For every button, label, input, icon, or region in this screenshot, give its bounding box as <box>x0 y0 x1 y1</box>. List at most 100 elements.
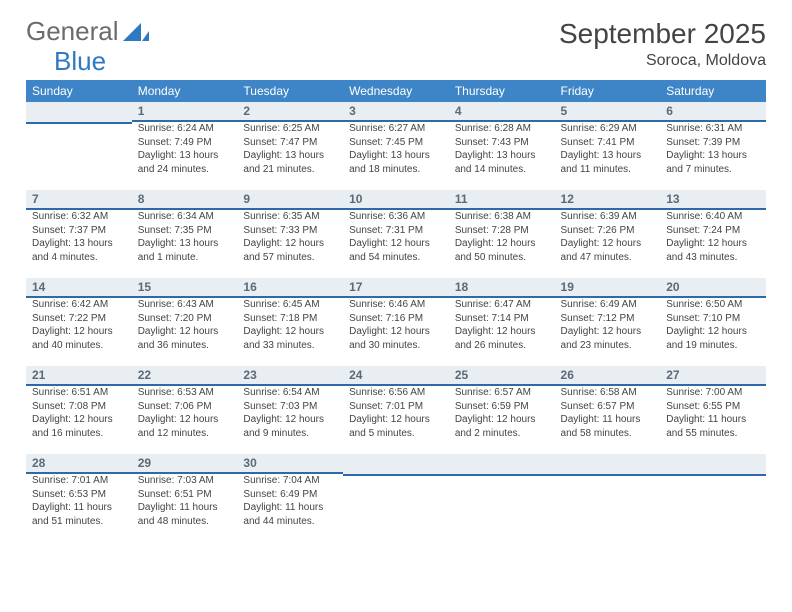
daylight1-text: Daylight: 12 hours <box>32 413 126 427</box>
sunset-text: Sunset: 7:24 PM <box>666 224 760 238</box>
calendar-cell: 1Sunrise: 6:24 AMSunset: 7:49 PMDaylight… <box>132 102 238 190</box>
cell-content: Sunrise: 6:56 AMSunset: 7:01 PMDaylight:… <box>343 386 449 444</box>
cell-content: Sunrise: 6:58 AMSunset: 6:57 PMDaylight:… <box>555 386 661 444</box>
day-number: 19 <box>555 278 661 298</box>
cell-content: Sunrise: 6:45 AMSunset: 7:18 PMDaylight:… <box>237 298 343 356</box>
day-number: 15 <box>132 278 238 298</box>
daylight1-text: Daylight: 13 hours <box>138 237 232 251</box>
calendar-header-row: Sunday Monday Tuesday Wednesday Thursday… <box>26 80 766 102</box>
daylight1-text: Daylight: 11 hours <box>32 501 126 515</box>
calendar-cell: 21Sunrise: 6:51 AMSunset: 7:08 PMDayligh… <box>26 366 132 454</box>
daylight1-text: Daylight: 13 hours <box>561 149 655 163</box>
sunrise-text: Sunrise: 6:58 AM <box>561 386 655 400</box>
daylight1-text: Daylight: 11 hours <box>666 413 760 427</box>
cell-content <box>343 476 449 480</box>
cell-content: Sunrise: 6:39 AMSunset: 7:26 PMDaylight:… <box>555 210 661 268</box>
day-number: 10 <box>343 190 449 210</box>
sunset-text: Sunset: 7:26 PM <box>561 224 655 238</box>
day-number: 26 <box>555 366 661 386</box>
daylight2-text: and 11 minutes. <box>561 163 655 177</box>
sunset-text: Sunset: 7:43 PM <box>455 136 549 150</box>
sunrise-text: Sunrise: 6:46 AM <box>349 298 443 312</box>
day-number <box>26 102 132 124</box>
sunrise-text: Sunrise: 6:40 AM <box>666 210 760 224</box>
calendar-cell: 28Sunrise: 7:01 AMSunset: 6:53 PMDayligh… <box>26 454 132 542</box>
calendar-cell: 30Sunrise: 7:04 AMSunset: 6:49 PMDayligh… <box>237 454 343 542</box>
daylight1-text: Daylight: 11 hours <box>561 413 655 427</box>
daylight2-text: and 51 minutes. <box>32 515 126 529</box>
calendar-cell: 17Sunrise: 6:46 AMSunset: 7:16 PMDayligh… <box>343 278 449 366</box>
sunset-text: Sunset: 7:01 PM <box>349 400 443 414</box>
sunrise-text: Sunrise: 6:56 AM <box>349 386 443 400</box>
sunset-text: Sunset: 7:37 PM <box>32 224 126 238</box>
day-number <box>660 454 766 476</box>
daylight2-text: and 30 minutes. <box>349 339 443 353</box>
sunrise-text: Sunrise: 6:47 AM <box>455 298 549 312</box>
sunset-text: Sunset: 7:45 PM <box>349 136 443 150</box>
day-number <box>555 454 661 476</box>
day-number: 8 <box>132 190 238 210</box>
calendar-cell: 6Sunrise: 6:31 AMSunset: 7:39 PMDaylight… <box>660 102 766 190</box>
sunset-text: Sunset: 6:55 PM <box>666 400 760 414</box>
cell-content: Sunrise: 6:24 AMSunset: 7:49 PMDaylight:… <box>132 122 238 180</box>
sunrise-text: Sunrise: 6:34 AM <box>138 210 232 224</box>
sunset-text: Sunset: 7:10 PM <box>666 312 760 326</box>
daylight1-text: Daylight: 12 hours <box>455 413 549 427</box>
day-number: 11 <box>449 190 555 210</box>
calendar-cell: 19Sunrise: 6:49 AMSunset: 7:12 PMDayligh… <box>555 278 661 366</box>
calendar-page: General September 2025 Soroca, Moldova B… <box>0 0 792 552</box>
daylight2-text: and 50 minutes. <box>455 251 549 265</box>
sunset-text: Sunset: 7:22 PM <box>32 312 126 326</box>
calendar-cell: 15Sunrise: 6:43 AMSunset: 7:20 PMDayligh… <box>132 278 238 366</box>
daylight1-text: Daylight: 12 hours <box>455 237 549 251</box>
daylight2-text: and 5 minutes. <box>349 427 443 441</box>
sunset-text: Sunset: 7:35 PM <box>138 224 232 238</box>
logo-word-general: General <box>26 18 119 44</box>
daylight1-text: Daylight: 12 hours <box>243 325 337 339</box>
day-number: 7 <box>26 190 132 210</box>
calendar-cell <box>555 454 661 542</box>
calendar-cell: 26Sunrise: 6:58 AMSunset: 6:57 PMDayligh… <box>555 366 661 454</box>
sunrise-text: Sunrise: 6:45 AM <box>243 298 337 312</box>
sunset-text: Sunset: 6:59 PM <box>455 400 549 414</box>
sunset-text: Sunset: 7:16 PM <box>349 312 443 326</box>
cell-content: Sunrise: 6:42 AMSunset: 7:22 PMDaylight:… <box>26 298 132 356</box>
weekday-thursday: Thursday <box>449 80 555 102</box>
daylight2-text: and 40 minutes. <box>32 339 126 353</box>
calendar-cell: 8Sunrise: 6:34 AMSunset: 7:35 PMDaylight… <box>132 190 238 278</box>
daylight2-text: and 2 minutes. <box>455 427 549 441</box>
daylight2-text: and 4 minutes. <box>32 251 126 265</box>
calendar-cell <box>660 454 766 542</box>
daylight2-text: and 47 minutes. <box>561 251 655 265</box>
cell-content: Sunrise: 7:00 AMSunset: 6:55 PMDaylight:… <box>660 386 766 444</box>
calendar-cell: 10Sunrise: 6:36 AMSunset: 7:31 PMDayligh… <box>343 190 449 278</box>
sunset-text: Sunset: 7:49 PM <box>138 136 232 150</box>
sunrise-text: Sunrise: 7:00 AM <box>666 386 760 400</box>
daylight1-text: Daylight: 11 hours <box>138 501 232 515</box>
cell-content: Sunrise: 6:50 AMSunset: 7:10 PMDaylight:… <box>660 298 766 356</box>
calendar-week-row: 21Sunrise: 6:51 AMSunset: 7:08 PMDayligh… <box>26 366 766 454</box>
daylight2-text: and 55 minutes. <box>666 427 760 441</box>
calendar-cell: 11Sunrise: 6:38 AMSunset: 7:28 PMDayligh… <box>449 190 555 278</box>
day-number: 20 <box>660 278 766 298</box>
sunrise-text: Sunrise: 6:39 AM <box>561 210 655 224</box>
sunrise-text: Sunrise: 6:50 AM <box>666 298 760 312</box>
sunset-text: Sunset: 7:18 PM <box>243 312 337 326</box>
cell-content: Sunrise: 6:31 AMSunset: 7:39 PMDaylight:… <box>660 122 766 180</box>
sunrise-text: Sunrise: 6:53 AM <box>138 386 232 400</box>
sunset-text: Sunset: 7:14 PM <box>455 312 549 326</box>
sunset-text: Sunset: 7:33 PM <box>243 224 337 238</box>
logo-word-blue: Blue <box>54 46 106 76</box>
day-number: 14 <box>26 278 132 298</box>
day-number: 16 <box>237 278 343 298</box>
cell-content: Sunrise: 6:49 AMSunset: 7:12 PMDaylight:… <box>555 298 661 356</box>
cell-content: Sunrise: 6:28 AMSunset: 7:43 PMDaylight:… <box>449 122 555 180</box>
calendar-cell: 9Sunrise: 6:35 AMSunset: 7:33 PMDaylight… <box>237 190 343 278</box>
sunrise-text: Sunrise: 7:04 AM <box>243 474 337 488</box>
day-number: 5 <box>555 102 661 122</box>
daylight2-text: and 57 minutes. <box>243 251 337 265</box>
title-block: September 2025 Soroca, Moldova <box>559 18 766 70</box>
sunset-text: Sunset: 7:31 PM <box>349 224 443 238</box>
cell-content <box>660 476 766 480</box>
daylight2-text: and 24 minutes. <box>138 163 232 177</box>
